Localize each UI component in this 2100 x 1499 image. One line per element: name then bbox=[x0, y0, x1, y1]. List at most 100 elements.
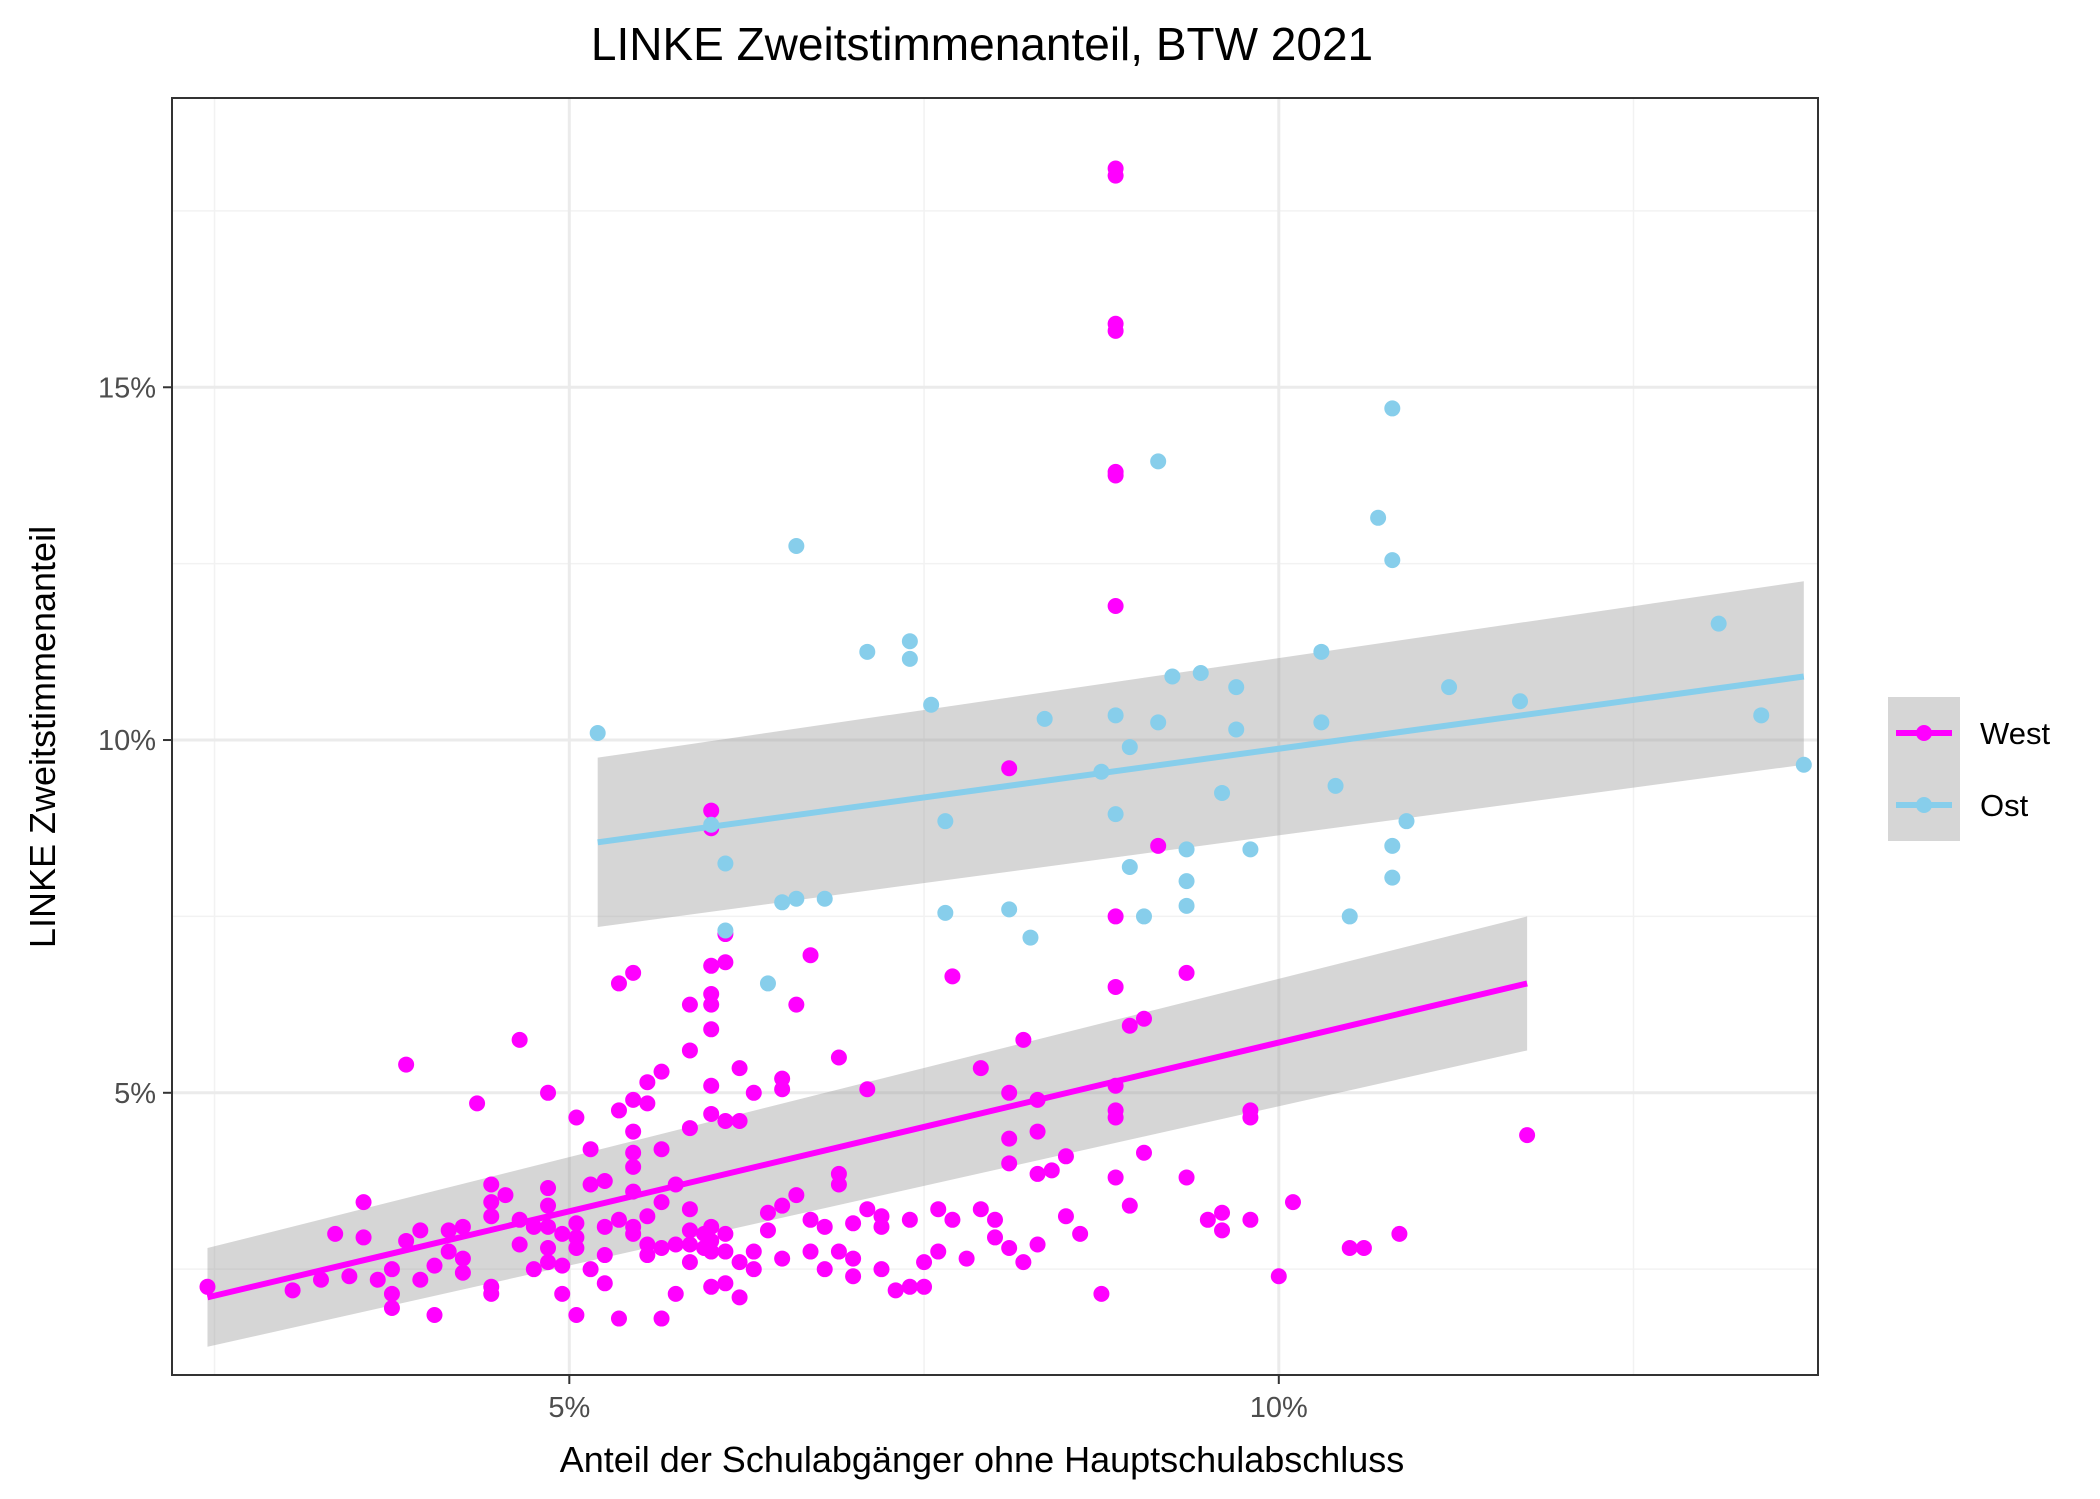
data-point-ost bbox=[1135, 908, 1152, 925]
data-point-ost bbox=[717, 922, 734, 939]
data-point-west bbox=[745, 1261, 762, 1278]
data-point-west bbox=[540, 1218, 557, 1235]
grid bbox=[172, 98, 1818, 1375]
data-point-west bbox=[1135, 1144, 1152, 1161]
data-point-west bbox=[717, 1113, 734, 1130]
data-point-west bbox=[469, 1095, 486, 1112]
data-point-ost bbox=[1398, 813, 1415, 830]
x-tick-label: 10% bbox=[1250, 1392, 1308, 1424]
data-point-west bbox=[540, 1240, 557, 1257]
plot-panel-background bbox=[172, 98, 1818, 1375]
data-point-west bbox=[788, 1187, 805, 1204]
confidence-bands bbox=[207, 581, 1804, 1347]
data-point-west bbox=[887, 1282, 904, 1299]
data-point-west bbox=[859, 1081, 876, 1098]
data-point-west bbox=[1107, 1109, 1124, 1126]
data-point-west bbox=[284, 1282, 301, 1299]
data-point-ost bbox=[788, 538, 805, 555]
data-point-west bbox=[703, 1105, 720, 1122]
data-point-ost bbox=[816, 890, 833, 907]
data-point-ost bbox=[1107, 806, 1124, 823]
data-point-west bbox=[987, 1211, 1003, 1228]
data-point-west bbox=[830, 1176, 847, 1193]
legend-key-point bbox=[1916, 797, 1932, 813]
data-point-west bbox=[1214, 1204, 1231, 1221]
data-point-west bbox=[383, 1261, 400, 1278]
data-point-west bbox=[731, 1113, 748, 1130]
data-point-ost bbox=[1001, 901, 1018, 918]
data-point-west bbox=[1242, 1211, 1259, 1228]
y-tick-label: 5% bbox=[114, 1078, 156, 1110]
legend-label-ost: Ost bbox=[1980, 788, 2029, 823]
data-point-west bbox=[845, 1215, 862, 1232]
data-point-ost bbox=[1121, 859, 1138, 876]
data-point-west bbox=[653, 1194, 670, 1211]
data-point-west bbox=[454, 1264, 471, 1281]
y-axis-title: LINKE Zweitstimmenanteil bbox=[22, 526, 63, 948]
plot-panel-border bbox=[171, 97, 1819, 1376]
data-point-west bbox=[341, 1268, 358, 1285]
data-point-west bbox=[830, 1049, 847, 1066]
data-point-west bbox=[426, 1257, 443, 1274]
data-point-west bbox=[845, 1250, 862, 1267]
data-point-west bbox=[816, 1261, 833, 1278]
data-point-west bbox=[916, 1278, 933, 1295]
data-point-ost bbox=[1192, 665, 1209, 682]
data-point-west bbox=[802, 1211, 819, 1228]
data-point-west bbox=[1001, 760, 1018, 777]
data-point-west bbox=[1519, 1127, 1536, 1144]
data-point-west bbox=[717, 1225, 734, 1242]
data-point-west bbox=[1284, 1194, 1301, 1211]
data-point-west bbox=[745, 1243, 762, 1260]
data-point-west bbox=[1001, 1155, 1018, 1172]
data-point-ost bbox=[1441, 679, 1458, 696]
data-point-west bbox=[540, 1180, 557, 1197]
data-point-west bbox=[972, 1060, 989, 1077]
data-point-west bbox=[1178, 1169, 1195, 1186]
data-point-west bbox=[667, 1285, 684, 1302]
data-point-west bbox=[944, 1211, 961, 1228]
data-point-west bbox=[1121, 1197, 1138, 1214]
data-point-west bbox=[639, 1208, 656, 1225]
data-point-west bbox=[1391, 1225, 1408, 1242]
data-point-west bbox=[958, 1250, 975, 1267]
data-point-west bbox=[972, 1201, 989, 1218]
data-point-west bbox=[987, 1229, 1003, 1246]
data-point-west bbox=[625, 1158, 642, 1175]
data-point-west bbox=[1135, 1010, 1152, 1027]
data-point-west bbox=[703, 1243, 720, 1260]
data-point-west bbox=[483, 1285, 500, 1302]
data-point-west bbox=[1001, 1130, 1018, 1147]
data-point-west bbox=[1199, 1211, 1216, 1228]
axis-ticks: 5% 10% 5% 10% 15% bbox=[98, 372, 1308, 1424]
data-point-west bbox=[497, 1187, 514, 1204]
data-point-ost bbox=[1313, 643, 1330, 660]
data-point-west bbox=[554, 1285, 571, 1302]
data-point-ost bbox=[1512, 693, 1529, 710]
x-tick-label: 5% bbox=[548, 1392, 590, 1424]
data-point-west bbox=[873, 1218, 890, 1235]
data-point-west bbox=[653, 1063, 670, 1080]
data-point-west bbox=[355, 1229, 372, 1246]
y-tick-label: 10% bbox=[98, 725, 156, 757]
data-point-ost bbox=[1384, 869, 1401, 886]
data-point-west bbox=[816, 1218, 833, 1235]
data-point-west bbox=[525, 1261, 542, 1278]
data-point-west bbox=[731, 1289, 748, 1306]
data-point-west bbox=[745, 1084, 762, 1101]
data-point-west bbox=[731, 1254, 748, 1271]
data-point-ost bbox=[1178, 841, 1195, 858]
data-point-west bbox=[1072, 1225, 1089, 1242]
data-point-west bbox=[1107, 463, 1124, 480]
data-point-ost bbox=[1107, 707, 1124, 724]
data-point-west bbox=[788, 996, 805, 1013]
data-point-west bbox=[568, 1215, 585, 1232]
data-point-west bbox=[916, 1254, 933, 1271]
data-point-west bbox=[554, 1225, 571, 1242]
data-point-west bbox=[426, 1307, 443, 1324]
data-point-west bbox=[199, 1278, 216, 1295]
data-point-west bbox=[454, 1250, 471, 1267]
data-point-west bbox=[568, 1240, 585, 1257]
data-point-west bbox=[596, 1172, 613, 1189]
data-point-west bbox=[717, 954, 734, 971]
